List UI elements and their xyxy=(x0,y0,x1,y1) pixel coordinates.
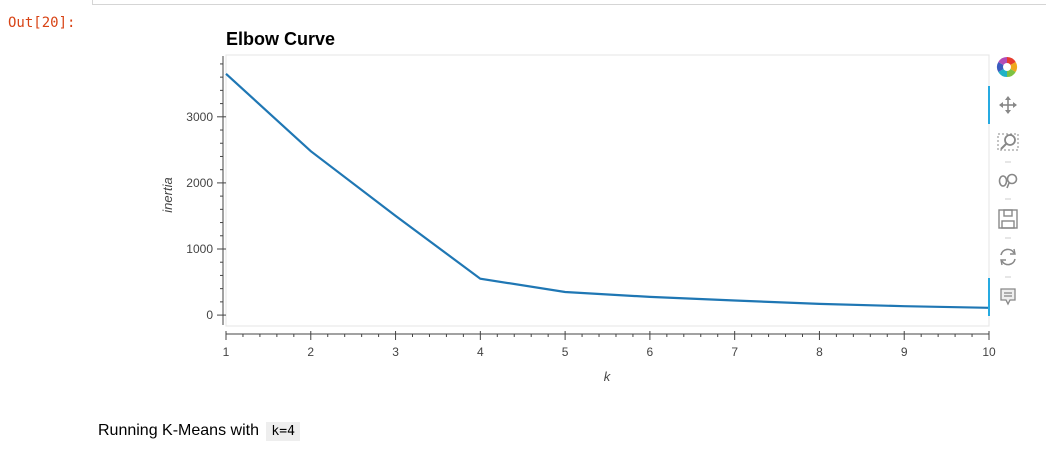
y-axis: 0 1000 2000 3000 xyxy=(186,56,226,325)
active-drag-indicator xyxy=(988,86,990,124)
box-zoom-icon[interactable] xyxy=(997,133,1019,151)
save-icon[interactable] xyxy=(998,209,1018,229)
pan-icon[interactable] xyxy=(999,96,1017,114)
chart-title: Elbow Curve xyxy=(226,29,335,49)
markdown-text: Running K-Means with xyxy=(98,422,259,439)
plot-toolbar xyxy=(988,56,1019,316)
x-tick-label: 7 xyxy=(731,345,738,359)
x-axis: 1 2 3 4 5 6 7 8 9 10 xyxy=(223,331,996,359)
y-tick-label: 1000 xyxy=(186,242,213,256)
reset-icon[interactable] xyxy=(1000,248,1016,266)
x-tick-label: 3 xyxy=(392,345,399,359)
x-tick-label: 2 xyxy=(307,345,314,359)
y-tick-label: 2000 xyxy=(186,176,213,190)
x-tick-label: 5 xyxy=(562,345,569,359)
wheel-zoom-icon[interactable] xyxy=(998,173,1018,189)
markdown-output: Running K-Means with k=4 xyxy=(98,422,300,441)
y-tick-label: 0 xyxy=(206,308,213,322)
output-prompt: Out[20]: xyxy=(8,15,76,31)
x-tick-label: 6 xyxy=(647,345,654,359)
active-inspect-indicator xyxy=(988,278,990,316)
y-axis-label: inertia xyxy=(160,177,175,212)
series-line xyxy=(225,72,990,309)
x-tick-label: 8 xyxy=(816,345,823,359)
x-tick-label: 9 xyxy=(901,345,908,359)
x-tick-label: 4 xyxy=(477,345,484,359)
hover-icon[interactable] xyxy=(1000,288,1016,306)
plot-frame xyxy=(225,54,990,327)
inline-code: k=4 xyxy=(266,422,300,441)
x-tick-label: 10 xyxy=(982,345,996,359)
bokeh-logo-icon[interactable] xyxy=(996,56,1018,78)
previous-cell-edge xyxy=(92,0,1046,5)
x-tick-label: 1 xyxy=(223,345,230,359)
x-axis-label: k xyxy=(604,369,612,384)
y-tick-label: 3000 xyxy=(186,110,213,124)
